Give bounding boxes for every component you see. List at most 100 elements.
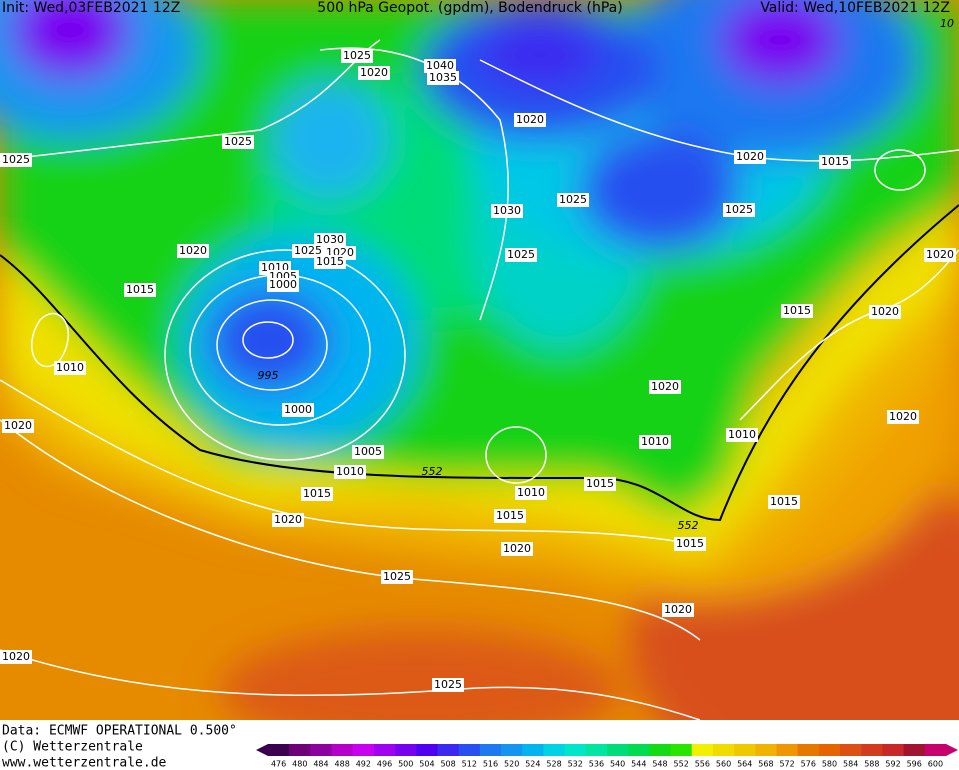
isobar-label-bg	[267, 278, 299, 292]
scale-swatch	[924, 744, 947, 756]
scale-swatch	[331, 744, 354, 756]
isobar-label: 1020	[516, 113, 544, 126]
isobar-label-bg	[514, 113, 546, 127]
isobar-label-bg	[491, 204, 523, 218]
isobar-label-bg	[781, 304, 813, 318]
scale-swatch	[628, 744, 650, 756]
isobar-label: 1030	[493, 204, 521, 217]
isobar-label: 1035	[429, 71, 457, 84]
isobar-label: 1025	[507, 248, 535, 261]
isobar-label: 1025	[725, 203, 753, 216]
isobar-label: 1020	[889, 410, 917, 423]
scale-swatch	[522, 744, 544, 756]
scale-swatch	[818, 744, 841, 756]
isobar-label: 1015	[676, 537, 704, 550]
isobar-label: 1020	[2, 650, 30, 663]
scale-label: 500	[398, 760, 413, 769]
isobar-label-bg	[505, 248, 537, 262]
isobar-label: 1015	[496, 509, 524, 522]
scale-swatch	[755, 744, 777, 756]
scale-label: 540	[610, 760, 625, 769]
website: www.wetterzentrale.de	[2, 756, 167, 770]
isobar-label: 1030	[316, 233, 344, 246]
isobar-label: 1000	[284, 403, 312, 416]
scale-swatch	[903, 744, 926, 756]
isobar-label-bg	[924, 248, 956, 262]
scale-swatch	[416, 744, 438, 756]
scale-label: 532	[568, 760, 583, 769]
scale-swatch	[840, 744, 862, 756]
isobar-label-bg	[272, 513, 304, 527]
isobar-label-bg	[0, 650, 32, 664]
scale-swatch	[776, 744, 799, 756]
isobar-label-bg	[768, 495, 800, 509]
isobar-label: 1020	[179, 244, 207, 257]
isobar-label: 1020	[651, 380, 679, 393]
scale-swatch	[649, 744, 672, 756]
scale-swatch	[585, 744, 608, 756]
scale-label: 548	[652, 760, 667, 769]
isobar-label-bg	[0, 153, 32, 167]
isobar-label: 1025	[294, 244, 322, 257]
scale-swatch	[861, 744, 883, 756]
isobar-label: 1020	[664, 603, 692, 616]
scale-swatch	[479, 744, 502, 756]
isobar-label: 1025	[383, 570, 411, 583]
scale-label: 580	[822, 760, 837, 769]
isobar-label: 1020	[503, 542, 531, 555]
scale-swatch	[607, 744, 629, 756]
isobar-label-bg	[124, 283, 156, 297]
isobar-label-bg	[352, 445, 384, 459]
scale-label: 516	[483, 760, 498, 769]
scale-swatch	[268, 744, 290, 756]
scale-label: 488	[335, 760, 350, 769]
isobar-label-bg	[662, 603, 694, 617]
isobar-label: 1015	[126, 283, 154, 296]
scale-label: 508	[440, 760, 455, 769]
isobar-label-bg	[222, 135, 254, 149]
isobar-label-bg	[341, 49, 373, 63]
isobar-label-bg	[424, 59, 456, 73]
scale-swatch	[501, 744, 523, 756]
isobar-label-bg	[381, 570, 413, 584]
isobar-label-bg	[54, 361, 86, 375]
isobar-label: 1025	[434, 678, 462, 691]
isobar-label-bg	[292, 244, 324, 258]
isobar-label-bg	[314, 255, 346, 269]
scale-swatch	[395, 744, 417, 756]
isobar-label: 1040	[426, 59, 454, 72]
valid-time: Valid: Wed,10FEB2021 12Z	[760, 0, 950, 16]
isobar-label: 1025	[343, 49, 371, 62]
scale-label: 544	[631, 760, 646, 769]
isobar-label-bg	[869, 305, 901, 319]
isobar-label-bg	[819, 155, 851, 169]
scale-label: 552	[674, 760, 689, 769]
scale-label: 520	[504, 760, 519, 769]
scale-label: 512	[462, 760, 477, 769]
isobar-label: 552	[422, 465, 443, 478]
scale-swatch	[373, 744, 396, 756]
scale-label: 524	[525, 760, 540, 769]
isobar-label: 1020	[274, 513, 302, 526]
scale-label: 584	[843, 760, 858, 769]
scale-label: 560	[716, 760, 731, 769]
scale-label: 476	[271, 760, 286, 769]
isobar-label-bg	[584, 477, 616, 491]
isobar-label: 1020	[360, 66, 388, 79]
isobar-label-bg	[358, 66, 390, 80]
scale-swatch	[670, 744, 693, 756]
isobar-label: 1025	[559, 193, 587, 206]
scale-label: 492	[356, 760, 371, 769]
isobar-label: 1025	[224, 135, 252, 148]
isobar-label: 1015	[303, 487, 331, 500]
isobar-label: 1010	[336, 465, 364, 478]
isobar-label: 1020	[736, 150, 764, 163]
isobar-label: 1020	[926, 248, 954, 261]
isobar-label-bg	[2, 419, 34, 433]
isobar-label-bg	[314, 233, 346, 247]
isobar-label: 1015	[316, 255, 344, 268]
isobar-label-bg	[639, 435, 671, 449]
